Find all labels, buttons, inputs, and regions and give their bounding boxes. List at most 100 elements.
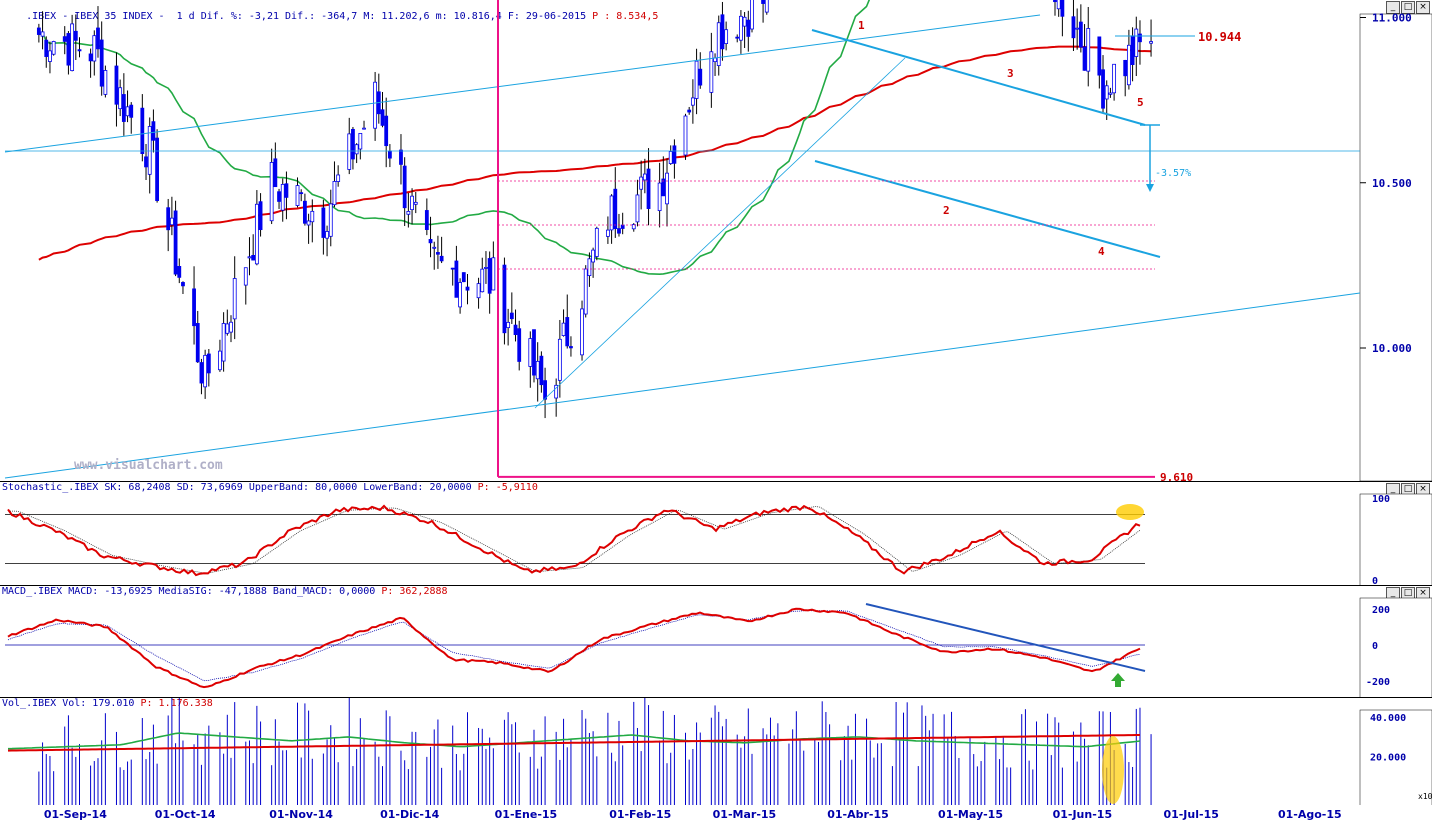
candle-body — [665, 172, 669, 205]
macd-tick-label: 200 — [1372, 605, 1390, 616]
date-axis-label: 01-May-15 — [938, 808, 1003, 821]
candle-body — [306, 220, 311, 226]
candle-body — [195, 323, 200, 363]
p-label: P : 8.534,5 — [592, 11, 659, 22]
stochastic-p-label: P: -5,9110 — [477, 482, 538, 493]
price-axis-area — [1359, 13, 1432, 481]
candle-body — [668, 151, 673, 164]
minimize-button[interactable]: _ — [1386, 1, 1400, 14]
candle-body — [299, 192, 304, 195]
close-button[interactable]: × — [1416, 1, 1430, 14]
stochastic-panel: Stochastic_.IBEX SK: 68,2408 SD: 73,6969… — [0, 481, 1432, 586]
candle-body — [690, 97, 695, 106]
candle-body — [617, 228, 621, 234]
candle-body — [247, 256, 252, 259]
candle-body — [96, 27, 100, 50]
maximize-button[interactable]: □ — [1401, 1, 1415, 14]
volume-ma-short — [7, 732, 1141, 750]
candle-body — [432, 246, 437, 249]
candle-body — [1149, 41, 1153, 44]
stochastic-title-text: Stochastic_.IBEX SK: 68,2408 SD: 73,6969… — [2, 482, 472, 493]
candle-body — [36, 27, 41, 35]
candle-body — [761, 0, 765, 4]
candle-body — [439, 255, 444, 262]
candle-body — [565, 317, 570, 347]
candle-body — [332, 181, 337, 206]
candle-body — [465, 286, 470, 291]
candle-body — [450, 267, 455, 270]
candle-body — [73, 30, 78, 41]
ma200-line — [38, 45, 1152, 261]
volume-ma-long — [7, 734, 1140, 752]
candle-body — [454, 260, 459, 298]
candle-body — [1086, 28, 1091, 72]
macd-chart[interactable]: 200 0 -200 — [0, 586, 1432, 698]
maximize-button[interactable]: □ — [1401, 483, 1415, 496]
candle-body — [336, 174, 341, 182]
candle-body — [424, 210, 429, 230]
candle-body — [1138, 33, 1142, 43]
volume-chart[interactable]: 40.000 20.000 x10 — [0, 698, 1432, 806]
stochastic-chart[interactable]: 100 0 — [0, 482, 1432, 586]
candle-body — [373, 81, 378, 129]
candle-body — [203, 354, 208, 388]
volume-axis-area — [1359, 709, 1432, 806]
candle-body — [557, 338, 562, 381]
candle-body — [51, 41, 56, 55]
candle-body — [144, 156, 148, 168]
candle-body — [484, 267, 488, 269]
candle-body — [362, 127, 366, 130]
candle-body — [591, 249, 596, 263]
candle-body — [528, 338, 533, 367]
volume-tick-label: 20.000 — [1370, 753, 1406, 764]
level-bottom-label: 9.610 — [1160, 471, 1193, 481]
candle-body — [1126, 44, 1131, 86]
candle-body — [1082, 46, 1087, 71]
candle-body — [225, 323, 230, 334]
stochastic-highlight — [1116, 504, 1144, 520]
candle-body — [639, 176, 644, 190]
candle-body — [273, 158, 278, 188]
candle-body — [118, 87, 123, 110]
date-axis-label: 01-Feb-15 — [609, 808, 672, 821]
candle-body — [114, 65, 119, 105]
candle-body — [1060, 0, 1065, 17]
stochastic-window-buttons: _ □ × — [1386, 483, 1430, 496]
candle-body — [716, 22, 721, 66]
candle-body — [683, 115, 688, 156]
max-label: M: 11.202,6 — [363, 11, 430, 22]
candle-body — [103, 70, 108, 95]
macd-window-buttons: _ □ × — [1386, 587, 1430, 600]
stochastic-tick-label: 100 — [1372, 494, 1390, 505]
macd-trend-line — [865, 603, 1146, 672]
candle-body — [192, 288, 196, 327]
volume-panel: Vol_.IBEX Vol: 179.010 P: 1.176.338 40.0… — [0, 697, 1432, 806]
candle-body — [1123, 59, 1128, 77]
candle-body — [506, 321, 511, 329]
candle-body — [709, 51, 714, 93]
candle-body — [554, 384, 559, 399]
macd-tick-label: -200 — [1366, 677, 1390, 688]
candle-body — [642, 173, 647, 181]
candle-body — [380, 109, 385, 126]
candle-body — [746, 19, 751, 37]
candle-body — [587, 258, 592, 277]
candle-body — [232, 278, 237, 320]
macd-axis-area — [1359, 597, 1432, 698]
candle-body — [218, 350, 222, 371]
candle-body — [406, 211, 411, 215]
price-tick-label: 11.000 — [1372, 12, 1412, 25]
level-mid-label: 10.944 — [1198, 30, 1241, 44]
candle-body — [583, 268, 588, 315]
candle-body — [543, 380, 547, 400]
volume-highlight — [1102, 736, 1124, 804]
volume-p-label: P: 1.176.338 — [140, 698, 213, 709]
candle-body — [1071, 16, 1076, 39]
drop-percent-label: -3.57% — [1155, 168, 1191, 179]
price-tick-label: 10.000 — [1372, 342, 1412, 355]
candle-body — [739, 15, 743, 41]
candle-body — [181, 282, 185, 287]
candle-body — [694, 60, 699, 99]
candle-body — [125, 106, 130, 117]
